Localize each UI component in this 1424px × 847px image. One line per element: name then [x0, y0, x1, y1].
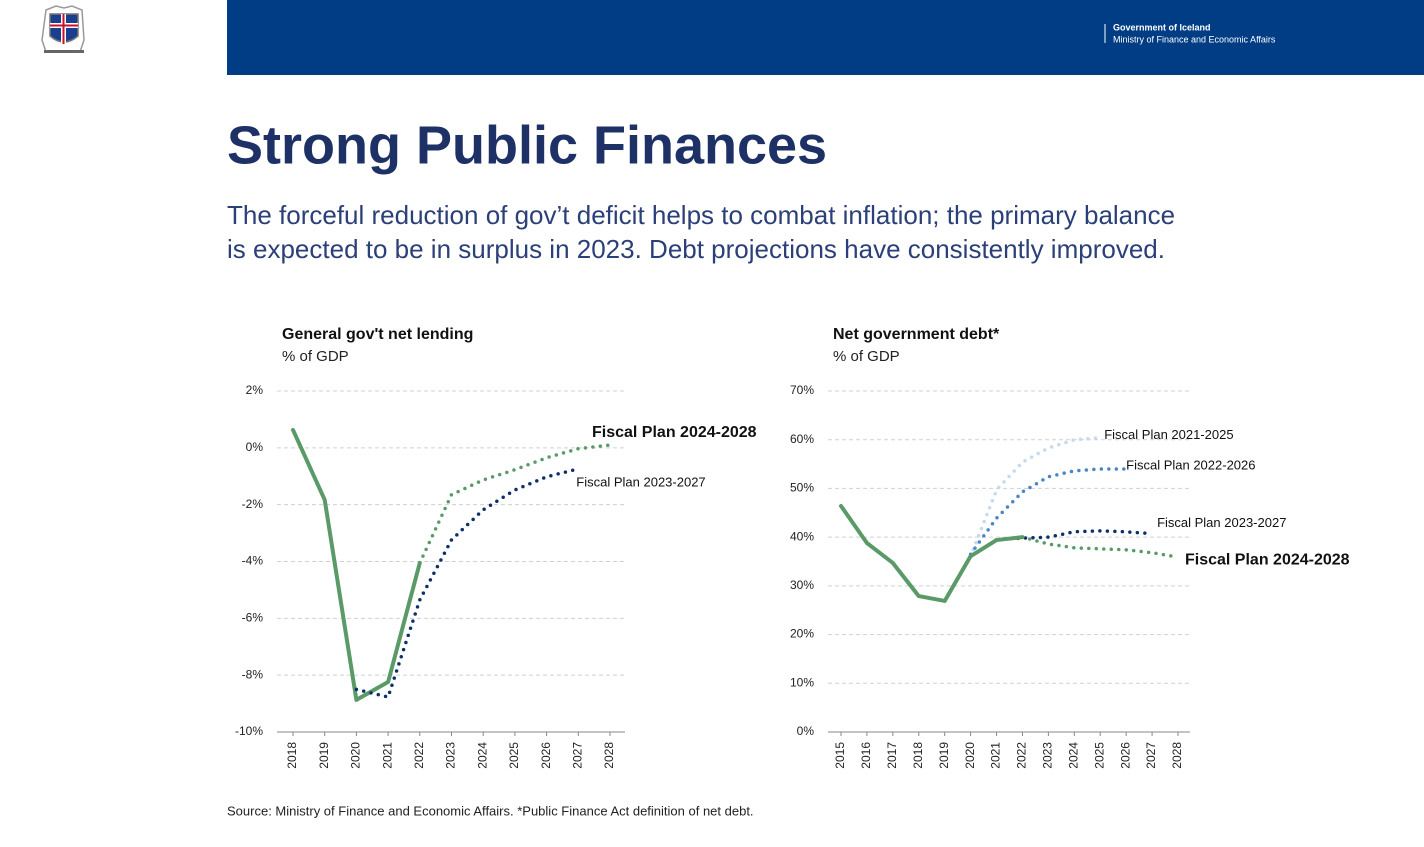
y-tick-label: 0%	[246, 440, 264, 454]
x-tick-label: 2021	[380, 742, 394, 769]
y-tick-label: -8%	[242, 667, 264, 681]
x-tick-label: 2023	[444, 742, 458, 769]
y-tick-label: -4%	[242, 554, 264, 568]
chart-subtitle: % of GDP	[833, 348, 900, 365]
x-tick-label: 2027	[570, 742, 584, 769]
y-tick-label: 0%	[797, 724, 815, 738]
series-line	[418, 443, 612, 565]
series-line	[839, 503, 1025, 603]
series-line	[354, 467, 581, 699]
y-tick-label: -10%	[235, 724, 263, 738]
series-label: Fiscal Plan 2023-2027	[576, 474, 705, 489]
series-label: Fiscal Plan 2023-2027	[1157, 515, 1286, 530]
slide-subtitle: is expected to be in surplus in 2023. De…	[227, 234, 1165, 264]
series-label: Fiscal Plan 2024-2028	[592, 424, 757, 441]
x-tick-label: 2018	[911, 742, 925, 769]
x-tick-label: 2022	[412, 742, 426, 769]
slide-title: Strong Public Finances	[227, 115, 827, 175]
x-tick-label: 2023	[1041, 742, 1055, 769]
header-bar	[227, 0, 1424, 75]
x-tick-label: 2027	[1144, 742, 1158, 769]
org-name: Government of Iceland	[1113, 22, 1211, 32]
y-tick-label: 20%	[790, 627, 814, 641]
x-tick-label: 2028	[1170, 742, 1184, 769]
series-line	[968, 467, 1128, 556]
y-tick-label: 30%	[790, 578, 814, 592]
x-tick-label: 2020	[963, 742, 977, 769]
x-tick-label: 2025	[507, 742, 521, 769]
y-tick-label: 60%	[790, 432, 814, 446]
x-tick-label: 2016	[859, 742, 873, 769]
x-tick-label: 2026	[1118, 742, 1132, 769]
y-tick-label: 2%	[246, 383, 264, 397]
y-tick-label: 70%	[790, 383, 814, 397]
x-tick-label: 2018	[285, 742, 299, 769]
x-tick-label: 2025	[1092, 742, 1106, 769]
y-tick-label: 10%	[790, 675, 814, 689]
y-tick-label: -2%	[242, 497, 264, 511]
x-tick-label: 2019	[937, 742, 951, 769]
logo	[41, 5, 85, 53]
slide-subtitle: The forceful reduction of gov’t deficit …	[227, 200, 1175, 230]
source-note: Source: Ministry of Finance and Economic…	[227, 803, 754, 818]
series-label: Fiscal Plan 2021-2025	[1104, 427, 1233, 442]
x-tick-label: 2026	[539, 742, 553, 769]
x-tick-label: 2022	[1015, 742, 1029, 769]
y-tick-label: 40%	[790, 529, 814, 543]
x-tick-label: 2021	[989, 742, 1003, 769]
x-tick-label: 2020	[349, 742, 363, 769]
chart-subtitle: % of GDP	[282, 348, 349, 365]
x-tick-label: 2028	[602, 742, 616, 769]
x-tick-label: 2017	[885, 742, 899, 769]
chart-title: General gov't net lending	[282, 326, 473, 343]
x-tick-label: 2024	[1066, 742, 1080, 769]
series-line	[291, 427, 422, 702]
chart-title: Net government debt*	[833, 326, 1000, 343]
y-tick-label: -6%	[242, 611, 264, 625]
series-line	[968, 529, 1154, 559]
series-line	[1020, 535, 1180, 559]
series-label: Fiscal Plan 2024-2028	[1185, 551, 1350, 568]
series-label: Fiscal Plan 2022-2026	[1126, 457, 1255, 472]
y-tick-label: 50%	[790, 481, 814, 495]
x-tick-label: 2015	[833, 742, 847, 769]
x-tick-label: 2019	[317, 742, 331, 769]
ministry-name: Ministry of Finance and Economic Affairs	[1113, 34, 1276, 44]
x-tick-label: 2024	[475, 742, 489, 769]
series-line	[968, 436, 1102, 559]
